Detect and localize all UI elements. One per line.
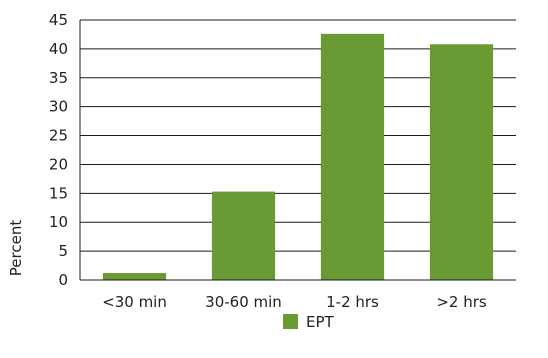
y-axis-title: Percent <box>7 220 25 277</box>
bar <box>211 191 276 280</box>
legend: EPT <box>283 313 335 331</box>
y-tick-labels: 0 5 10 15 20 25 30 35 40 45 <box>49 11 68 289</box>
x-tick-label: 1-2 hrs <box>326 293 379 311</box>
x-tick-label: <30 min <box>102 293 167 311</box>
x-tick-label: 30-60 min <box>205 293 282 311</box>
axes <box>79 20 516 281</box>
y-tick-label: 40 <box>49 40 68 58</box>
legend-swatch-ept <box>283 314 298 329</box>
x-tick-labels: <30 min 30-60 min 1-2 hrs >2 hrs <box>102 293 487 311</box>
y-tick-label: 25 <box>49 127 68 145</box>
bar <box>320 33 385 280</box>
y-tick-label: 5 <box>58 242 68 260</box>
y-tick-label: 30 <box>49 98 68 116</box>
y-tick-label: 15 <box>49 184 68 202</box>
gridlines <box>80 19 516 252</box>
y-tick-label: 10 <box>49 213 68 231</box>
bar <box>429 44 494 281</box>
y-tick-label: 35 <box>49 69 68 87</box>
bar <box>102 273 167 280</box>
legend-label-ept: EPT <box>306 313 335 331</box>
y-tick-label: 20 <box>49 155 68 173</box>
bars <box>102 33 494 281</box>
y-tick-label: 45 <box>49 11 68 29</box>
y-tick-label: 0 <box>58 271 68 289</box>
x-tick-label: >2 hrs <box>436 293 487 311</box>
